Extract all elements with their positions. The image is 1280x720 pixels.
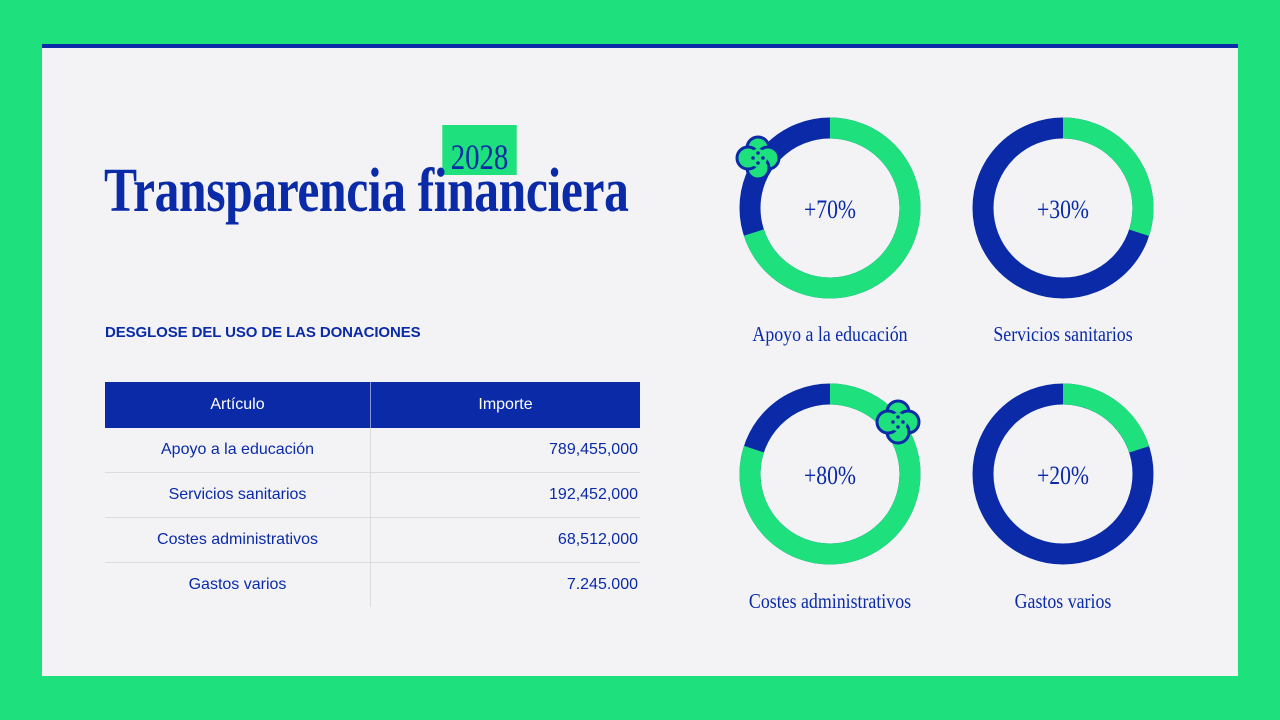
- table-row: Apoyo a la educación 789,455,000: [105, 428, 640, 473]
- donut-percent-label: +70%: [804, 195, 856, 224]
- donut-svg: +70%: [739, 117, 921, 299]
- table-row: Gastos varios 7.245.000: [105, 562, 640, 607]
- donut-value-arc: [739, 383, 921, 565]
- donations-table: Artículo Importe Apoyo a la educación 78…: [105, 382, 640, 607]
- row-item: Gastos varios: [105, 562, 371, 607]
- column-header-item: Artículo: [105, 382, 371, 428]
- donut-percent-label: +80%: [804, 461, 856, 490]
- donut-category-label: Apoyo a la educación: [752, 322, 908, 346]
- row-amount: 789,455,000: [370, 428, 640, 473]
- donut-value-arc: [739, 117, 921, 299]
- row-amount: 192,452,000: [370, 472, 640, 518]
- donut-percent-label: +20%: [1037, 461, 1089, 490]
- section-subtitle: DESGLOSE DEL USO DE LAS DONACIONES: [105, 324, 421, 341]
- donut-chart: +20%: [968, 379, 1158, 569]
- donut-value-arc: [972, 383, 1154, 565]
- page-title: Transparencia financiera: [104, 157, 629, 225]
- table-row: Costes administrativos 68,512,000: [105, 517, 640, 563]
- donut-chart: +70%: [735, 113, 925, 303]
- clover-icon: [875, 399, 921, 445]
- donut-category-label: Gastos varios: [1014, 589, 1112, 613]
- row-item: Apoyo a la educación: [105, 428, 371, 473]
- row-amount: 68,512,000: [370, 517, 640, 563]
- column-header-amount: Importe: [370, 382, 640, 428]
- row-item: Costes administrativos: [105, 517, 371, 563]
- year-badge: 2028: [442, 125, 517, 175]
- donut-category-label: Servicios sanitarios: [993, 322, 1133, 346]
- table-header-row: Artículo Importe: [105, 382, 640, 428]
- donut-svg: +30%: [972, 117, 1154, 299]
- donut-value-arc: [972, 117, 1154, 299]
- donut-percent-label: +30%: [1037, 195, 1089, 224]
- donut-category-label: Costes administrativos: [748, 589, 912, 613]
- donut-chart: +80%: [735, 379, 925, 569]
- clover-icon: [735, 135, 781, 181]
- row-item: Servicios sanitarios: [105, 472, 371, 518]
- donut-chart: +30%: [968, 113, 1158, 303]
- row-amount: 7.245.000: [566, 576, 638, 593]
- donut-svg: +20%: [972, 383, 1154, 565]
- donut-svg: +80%: [739, 383, 921, 565]
- table-row: Servicios sanitarios 192,452,000: [105, 472, 640, 518]
